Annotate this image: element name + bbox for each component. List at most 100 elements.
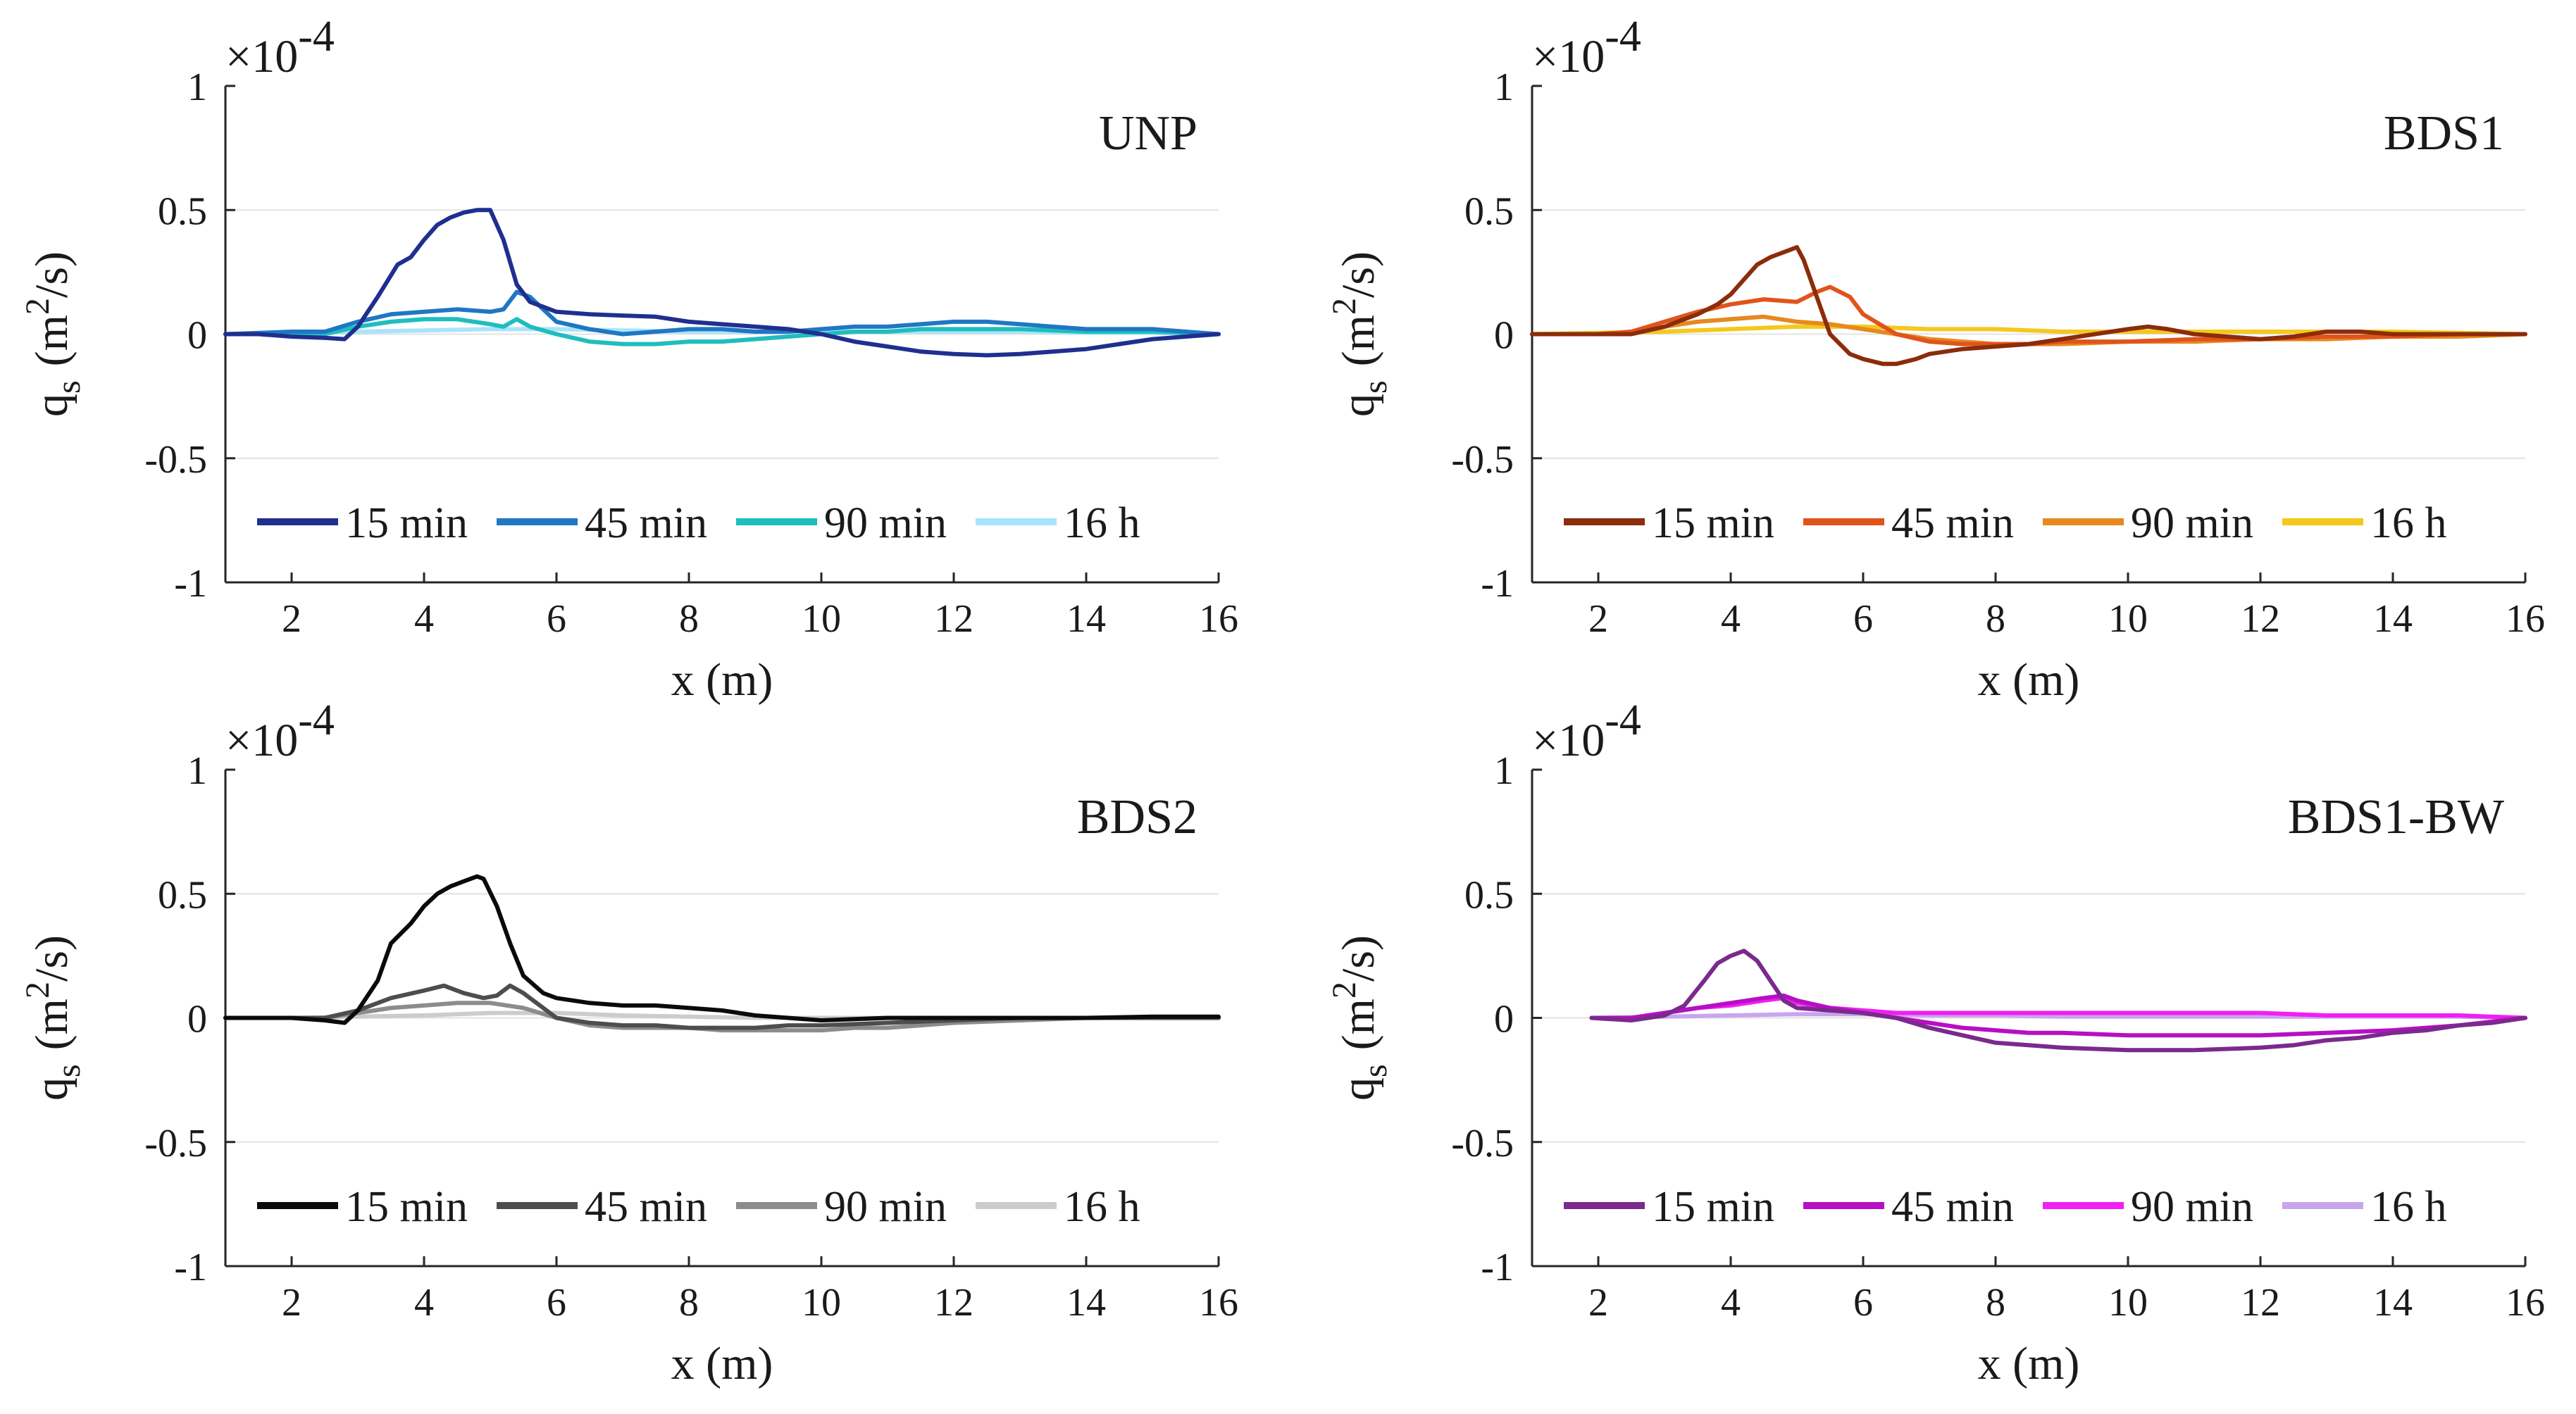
series-line-45-min: [223, 289, 1221, 337]
y-label-q: q: [26, 394, 77, 417]
y-tick-label: -0.5: [1451, 438, 1514, 482]
multiplier-exp: -4: [298, 696, 335, 744]
y-axis-label: qs (m2/s): [19, 251, 87, 417]
series-line-15-min: [1530, 245, 2527, 366]
x-tick-label: 14: [1066, 1281, 1106, 1325]
panel-bds2: 10.50-0.5-12 4 6 8 10 12 14 16x (m)qs(m2/s)×10-…: [19, 696, 1238, 1389]
y-tick-label: 1: [187, 65, 207, 109]
legend-label: 90 min: [824, 499, 947, 547]
x-tick-label: 16: [1199, 597, 1238, 641]
multiplier-base: ×10: [225, 715, 298, 766]
x-tick-label: 2: [282, 1281, 301, 1325]
multiplier-exp: -4: [1605, 13, 1641, 61]
legend-label: 16 h: [2370, 1183, 2447, 1231]
y-label-sub: s: [50, 380, 87, 394]
y-tick-label: 0.5: [1464, 873, 1514, 917]
y-label-q: q: [1333, 394, 1384, 417]
y-label-unit-close: /s): [1333, 251, 1384, 298]
x-tick-label: 12: [2241, 597, 2280, 641]
legend-label: 45 min: [1891, 499, 2014, 547]
x-tick-label: 2: [1588, 1281, 1608, 1325]
x-tick-label: 16: [1199, 1281, 1238, 1325]
y-label-unit-open: (m: [1333, 999, 1384, 1050]
x-tick-label: 4: [414, 1281, 434, 1325]
y-axis-label: qs (m2/s): [19, 935, 87, 1101]
series-line-90-min: [223, 317, 1221, 346]
x-tick-label: 10: [2108, 1281, 2148, 1325]
y-label-sub: s: [1357, 1064, 1394, 1077]
y-label-q: q: [26, 1077, 77, 1101]
legend: 15 min 45 min 90 min 16 h: [257, 499, 1140, 547]
x-tick-label: 8: [1986, 597, 2005, 641]
x-tick-label: 4: [414, 597, 434, 641]
legend: 15 min 45 min 90 min 16 h: [1564, 1183, 2447, 1231]
y-label-unit-close: /s): [26, 935, 77, 982]
y-tick-label: -1: [174, 1246, 207, 1289]
y-label-unit-exp: 2: [1326, 982, 1363, 999]
x-tick-label: 6: [1853, 597, 1873, 641]
y-tick-label: -1: [1481, 1246, 1514, 1289]
y-tick-label: 0.5: [158, 189, 207, 233]
y-tick-label: 0: [187, 314, 207, 358]
y-tick-label: 0: [1494, 998, 1514, 1041]
x-axis-label: x (m): [671, 1338, 773, 1389]
series-line-45-min: [1530, 284, 2527, 346]
y-label-unit-close: /s): [1333, 935, 1384, 982]
x-tick-label: 12: [2241, 1281, 2280, 1325]
y-label-unit-open: (m: [26, 999, 77, 1050]
series-line-45-min: [1589, 993, 2527, 1038]
legend-label: 45 min: [1891, 1183, 2014, 1231]
y-tick-label: 0: [187, 998, 207, 1041]
multiplier-base: ×10: [1532, 31, 1605, 82]
legend-label: 45 min: [585, 1183, 707, 1231]
y-label-unit-exp: 2: [19, 982, 56, 999]
y-label-unit-open: (m: [26, 315, 77, 366]
y-label-q: q: [1333, 1077, 1384, 1101]
x-tick-label: 10: [802, 597, 841, 641]
x-tick-label: 4: [1721, 1281, 1741, 1325]
legend-label: 15 min: [1652, 1183, 1774, 1231]
y-tick-label: -1: [174, 562, 207, 606]
x-tick-label: 10: [2108, 597, 2148, 641]
y-tick-label: -1: [1481, 562, 1514, 606]
x-tick-label: 12: [934, 597, 973, 641]
panel-title: UNP: [1099, 106, 1197, 161]
y-tick-label: -0.5: [144, 438, 207, 482]
series-line-15-min: [223, 874, 1221, 1025]
y-tick-label: 1: [187, 749, 207, 793]
panel-title: BDS2: [1077, 790, 1197, 844]
y-tick-label: 0.5: [158, 873, 207, 917]
y-tick-label: 1: [1494, 65, 1514, 109]
axis-multiplier: ×10-4: [1532, 13, 1641, 82]
x-tick-label: 14: [1066, 597, 1106, 641]
x-tick-label: 6: [547, 1281, 566, 1325]
legend-label: 90 min: [824, 1183, 947, 1231]
y-label-unit-exp: 2: [1326, 298, 1363, 315]
y-tick-label: -0.5: [144, 1122, 207, 1165]
axis-multiplier: ×10-4: [1532, 696, 1641, 766]
series-line-45-min: [223, 983, 1221, 1030]
x-tick-label: 2: [282, 597, 301, 641]
x-tick-label: 16: [2506, 597, 2545, 641]
multiplier-base: ×10: [1532, 715, 1605, 766]
series-line-15-min: [1589, 949, 2527, 1053]
x-tick-label: 4: [1721, 597, 1741, 641]
panel-title: BDS1: [2384, 106, 2504, 161]
x-tick-label: 8: [1986, 1281, 2005, 1325]
x-tick-label: 16: [2506, 1281, 2545, 1325]
x-tick-label: 14: [2373, 1281, 2413, 1325]
x-tick-label: 6: [547, 597, 566, 641]
multiplier-exp: -4: [298, 13, 335, 61]
panel-bds1-bw: 10.50-0.5-12 4 6 8 10 12 14 16x (m)qs(m2/s)×10-…: [1326, 696, 2545, 1389]
x-axis-label: x (m): [1978, 1338, 2080, 1389]
y-label-unit-open: (m: [1333, 315, 1384, 366]
legend-label: 90 min: [2131, 1183, 2253, 1231]
legend-label: 16 h: [1064, 499, 1140, 547]
x-tick-label: 10: [802, 1281, 841, 1325]
panel-title: BDS1-BW: [2288, 790, 2504, 844]
legend-label: 16 h: [1064, 1183, 1140, 1231]
x-tick-label: 12: [934, 1281, 973, 1325]
x-tick-label: 2: [1588, 597, 1608, 641]
legend-label: 15 min: [1652, 499, 1774, 547]
